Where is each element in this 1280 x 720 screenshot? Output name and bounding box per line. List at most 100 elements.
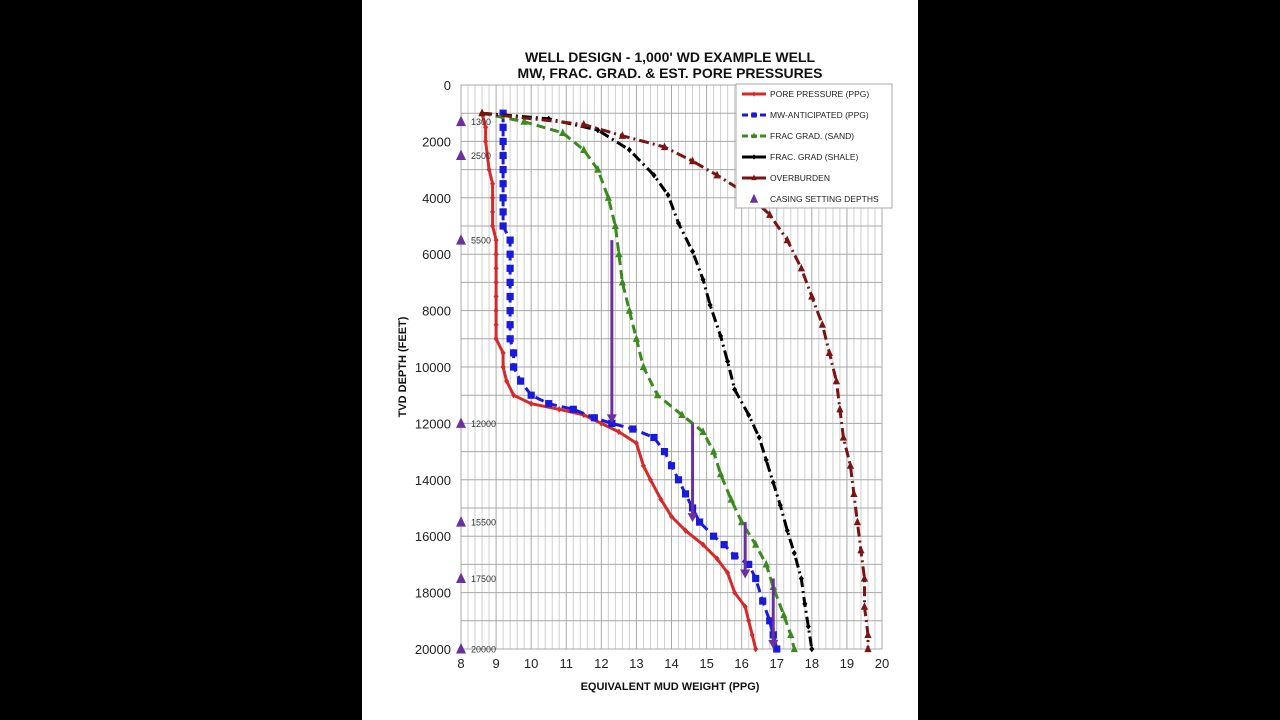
triangle-marker (710, 447, 718, 455)
square-marker (517, 377, 525, 385)
diamond-marker (756, 434, 762, 441)
x-tick-label: 9 (492, 656, 499, 671)
square-marker (506, 278, 514, 286)
triangle-marker (751, 132, 757, 139)
triangle-marker (699, 427, 707, 435)
triangle-marker (727, 494, 735, 503)
triangle-marker (762, 559, 770, 568)
diamond-marker (493, 321, 499, 328)
x-tick-label: 16 (734, 656, 748, 671)
square-marker (608, 419, 616, 427)
square-marker (695, 518, 704, 526)
y-tick-label: 18000 (415, 586, 451, 601)
x-tick-label: 15 (699, 656, 713, 671)
diamond-marker (493, 279, 499, 286)
triangle-marker (618, 131, 626, 139)
diamond-marker (725, 569, 731, 577)
x-tick-label: 13 (629, 656, 643, 671)
diamond-marker (798, 575, 804, 582)
legend-label: CASING SETTING DEPTHS (770, 194, 879, 204)
y-tick-label: 4000 (422, 191, 451, 206)
square-marker (506, 250, 514, 258)
square-marker (759, 597, 767, 605)
triangle-marker (618, 277, 626, 286)
x-tick-label: 19 (840, 656, 854, 671)
triangle-marker (717, 469, 725, 478)
diamond-marker (490, 222, 496, 230)
square-marker (752, 574, 760, 583)
triangle-marker (864, 644, 872, 653)
triangle-marker (653, 390, 662, 399)
chart-subtitle: MW, FRAC. GRAD. & EST. PORE PRESSURES (518, 65, 823, 81)
triangle-marker (456, 516, 466, 527)
x-axis-ticks: 8 9 10 11 12 13 14 15 16 17 18 19 20 (457, 656, 889, 671)
triangle-marker (632, 334, 641, 342)
series-frac-grad-sand (478, 108, 798, 653)
square-marker (681, 490, 690, 498)
triangle-marker (751, 174, 757, 181)
diamond-marker (805, 623, 811, 630)
down-arrow-icon (740, 522, 751, 579)
legend-item: FRAC GRAD. (SAND) (742, 131, 854, 141)
triangle-marker (825, 348, 833, 356)
casing-depth-label: 1300 (471, 117, 491, 127)
casing-depth-marker: 1300 (456, 115, 491, 127)
casing-depth-label: 15500 (471, 518, 496, 528)
x-tick-label: 14 (664, 656, 678, 671)
diamond-marker (651, 172, 657, 179)
triangle-marker (864, 630, 872, 638)
y-tick-label: 0 (444, 78, 451, 93)
diamond-marker (763, 456, 769, 464)
square-marker (510, 363, 518, 371)
legend-item: FRAC. GRAD (SHALE) (742, 152, 858, 162)
diamond-marker (493, 293, 499, 300)
square-marker (660, 448, 669, 456)
square-marker (499, 180, 507, 188)
square-marker (751, 112, 757, 118)
diamond-marker (751, 91, 757, 97)
diamond-marker (802, 600, 808, 608)
triangle-marker (478, 108, 486, 117)
casing-depth-marker: 20000 (456, 643, 496, 655)
square-marker (499, 109, 507, 117)
diamond-marker (482, 124, 489, 131)
triangle-marker (456, 115, 466, 127)
x-axis-label: EQUIVALENT MUD WEIGHT (PPG) (581, 681, 760, 693)
triangle-marker (611, 221, 619, 230)
square-marker (674, 476, 683, 484)
diamond-marker (682, 527, 689, 534)
diamond-marker (749, 631, 755, 639)
triangle-marker (688, 156, 697, 165)
diamond-marker (493, 335, 499, 342)
diamond-marker (486, 166, 492, 173)
casing-depth-marker: 2500 (456, 149, 491, 161)
square-marker (506, 292, 514, 301)
square-marker (710, 532, 718, 540)
diamond-marker (500, 363, 506, 371)
casing-setting-depths: 1300 2500 5500 12000 15500 17500 20000 (456, 115, 496, 655)
triangle-marker (832, 376, 840, 385)
triangle-marker (790, 644, 798, 653)
y-tick-label: 16000 (415, 529, 451, 544)
casing-depth-label: 2500 (471, 151, 491, 161)
square-marker (499, 222, 507, 230)
triangle-marker (594, 165, 602, 173)
document-page: WELL DESIGN - 1,000' WD EXAMPLE WELL MW,… (362, 0, 918, 720)
triangle-marker (783, 235, 791, 244)
diamond-marker (490, 180, 496, 187)
legend-box (735, 83, 893, 209)
diamond-marker (742, 603, 748, 610)
square-marker (506, 307, 514, 315)
diamond-marker (746, 411, 752, 419)
legend-item: MW-ANTICIPATED (PPG) (742, 110, 869, 120)
diamond-marker (746, 617, 752, 624)
diamond-marker (718, 332, 724, 340)
square-marker (499, 123, 507, 131)
legend-item: OVERBURDEN (742, 173, 830, 183)
legend-label: FRAC. GRAD (SHALE) (770, 152, 858, 162)
square-marker (499, 151, 507, 160)
legend-label: MW-ANTICIPATED (PPG) (770, 110, 869, 120)
x-tick-label: 20 (875, 656, 889, 671)
square-marker (745, 560, 753, 568)
triangle-marker (749, 193, 759, 203)
